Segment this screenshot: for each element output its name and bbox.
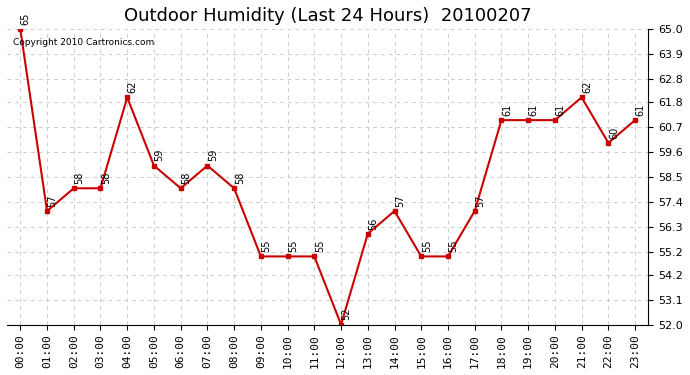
Text: 61: 61	[555, 104, 566, 116]
Text: 57: 57	[475, 194, 485, 207]
Text: 55: 55	[422, 240, 432, 252]
Text: 58: 58	[181, 172, 191, 184]
Text: Copyright 2010 Cartronics.com: Copyright 2010 Cartronics.com	[13, 38, 155, 47]
Text: 61: 61	[502, 104, 512, 116]
Text: 57: 57	[395, 194, 405, 207]
Text: 52: 52	[342, 308, 352, 320]
Text: 62: 62	[128, 81, 138, 93]
Text: 55: 55	[315, 240, 325, 252]
Text: 55: 55	[448, 240, 459, 252]
Text: 62: 62	[582, 81, 592, 93]
Text: 65: 65	[21, 13, 31, 25]
Text: 61: 61	[529, 104, 539, 116]
Text: 59: 59	[208, 149, 218, 161]
Text: 58: 58	[75, 172, 84, 184]
Text: 55: 55	[262, 240, 271, 252]
Title: Outdoor Humidity (Last 24 Hours)  20100207: Outdoor Humidity (Last 24 Hours) 2010020…	[124, 7, 531, 25]
Text: 60: 60	[609, 126, 619, 139]
Text: 55: 55	[288, 240, 298, 252]
Text: 61: 61	[635, 104, 646, 116]
Text: 58: 58	[101, 172, 111, 184]
Text: 58: 58	[235, 172, 245, 184]
Text: 56: 56	[368, 217, 378, 229]
Text: 59: 59	[155, 149, 164, 161]
Text: 57: 57	[48, 194, 57, 207]
